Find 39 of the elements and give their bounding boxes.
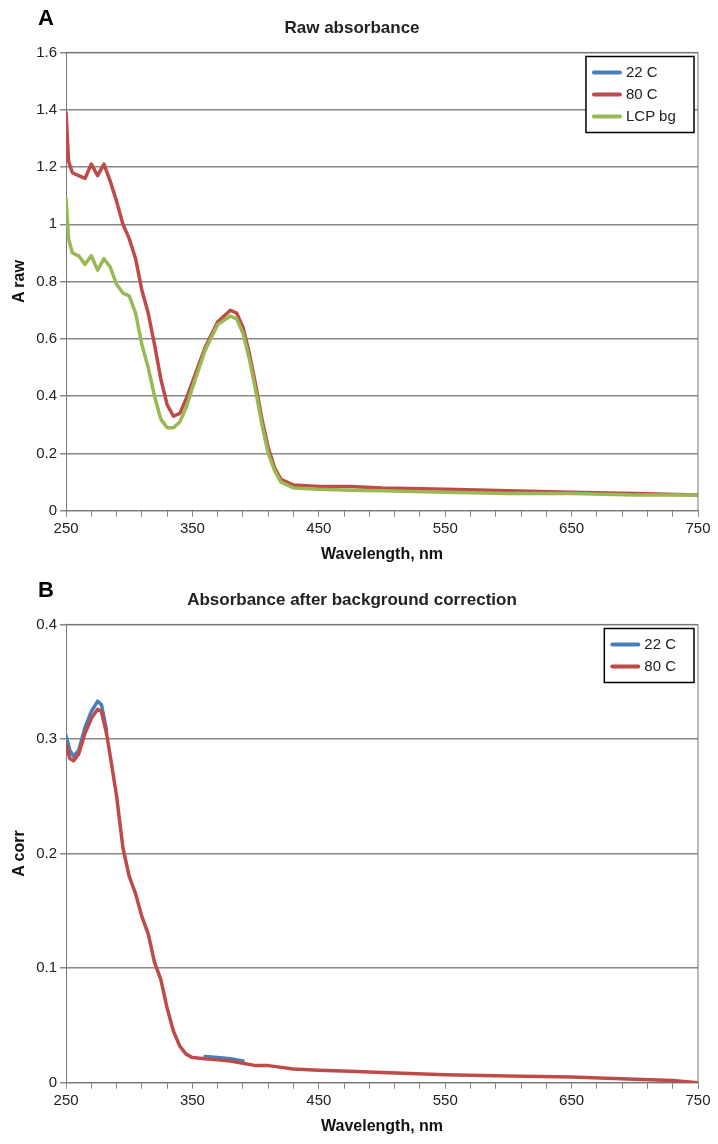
y-tick-label: 1.4 <box>36 99 58 117</box>
y-tick-label: 0 <box>48 1072 58 1090</box>
x-tick-label: 250 <box>53 518 79 536</box>
text: A <box>38 5 54 31</box>
chart-title: Raw absorbance <box>284 17 420 37</box>
text: B <box>38 577 54 603</box>
y-tick-label: 0.2 <box>36 443 58 461</box>
x-tick-label: 650 <box>559 518 585 536</box>
x-tick-label: 350 <box>179 1090 205 1108</box>
x-axis-title: Wavelength, nm <box>320 544 444 562</box>
x-tick-label: 650 <box>559 1090 585 1108</box>
y-tick-label: 0.1 <box>36 958 58 976</box>
y-tick-label: 0.2 <box>36 843 58 861</box>
legend-label: 80 C <box>625 84 658 102</box>
legend-label: 22 C <box>625 62 658 80</box>
x-tick-label: 550 <box>432 518 458 536</box>
legend-label: 80 C <box>644 656 677 674</box>
x-tick-label: 450 <box>306 518 332 536</box>
y-tick-label: 0.8 <box>36 271 58 289</box>
x-tick-label: 750 <box>685 1090 711 1108</box>
y-tick-label: 0.3 <box>36 729 58 747</box>
y-tick-label: 0.4 <box>36 614 58 632</box>
x-tick-label: 350 <box>179 518 205 536</box>
x-tick-label: 450 <box>306 1090 332 1108</box>
legend-label: LCP bg <box>625 106 676 124</box>
y-tick-label: 1 <box>48 214 58 232</box>
y-axis-title: A raw <box>10 259 28 304</box>
chart-title: Absorbance after background correction <box>187 589 517 609</box>
y-tick-label: 0.6 <box>36 329 58 347</box>
x-tick-label: 550 <box>432 1090 458 1108</box>
x-tick-label: 250 <box>53 1090 79 1108</box>
y-tick-label: 1.6 <box>36 42 58 60</box>
y-axis-title: A corr <box>10 830 28 877</box>
x-tick-label: 750 <box>685 518 711 536</box>
legend-label: 22 C <box>644 634 677 652</box>
y-tick-label: 1.2 <box>36 157 58 175</box>
y-tick-label: 0.4 <box>36 386 58 404</box>
x-axis-title: Wavelength, nm <box>320 1116 444 1134</box>
y-tick-label: 0 <box>48 500 58 518</box>
